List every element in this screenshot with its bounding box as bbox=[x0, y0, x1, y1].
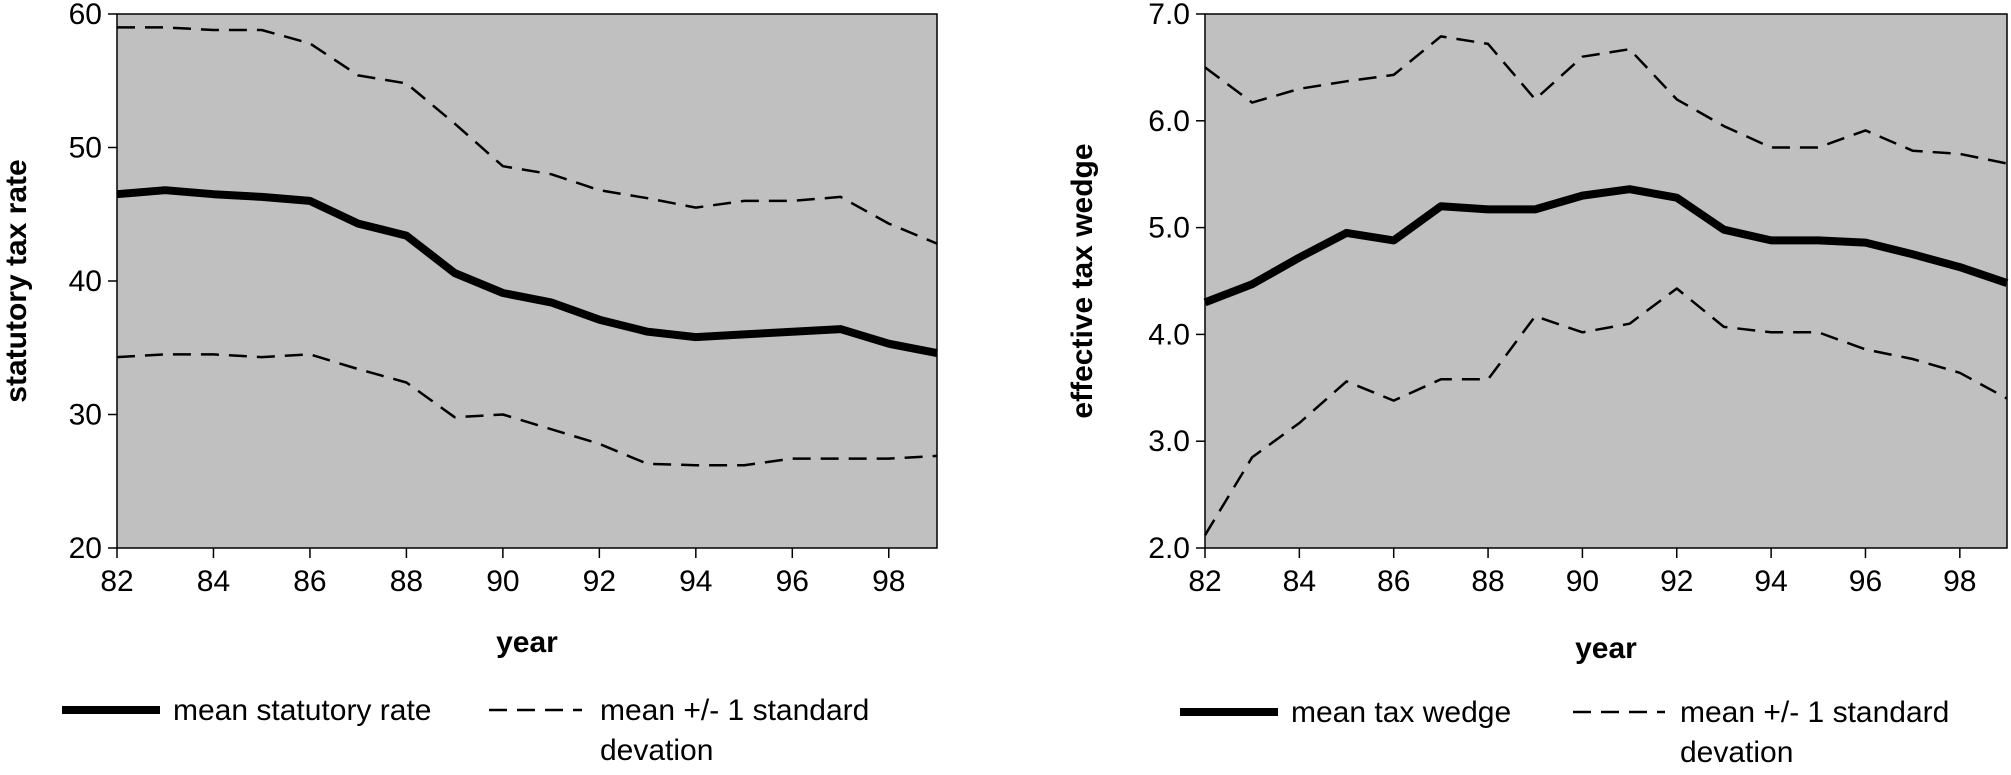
y-tick-label: 7.0 bbox=[1148, 0, 1190, 31]
series-line-mean bbox=[1203, 185, 2009, 307]
y-tick-label: 3.0 bbox=[1148, 425, 1190, 458]
y-tick-label: 60 bbox=[69, 0, 102, 31]
y-tick-label: 30 bbox=[69, 399, 102, 432]
series-line-upper-band bbox=[117, 26, 938, 245]
x-tick-label: 92 bbox=[583, 565, 616, 598]
x-tick-label: 94 bbox=[679, 565, 712, 598]
series-layer bbox=[1203, 35, 2009, 536]
legend-dashed-label-line2: devation bbox=[600, 734, 713, 767]
series-line-upper-band bbox=[1204, 35, 2008, 165]
x-tick-label: 90 bbox=[1566, 565, 1599, 598]
x-tick-label: 82 bbox=[100, 565, 133, 598]
x-tick-label: 96 bbox=[776, 565, 809, 598]
x-tick-label: 88 bbox=[390, 565, 423, 598]
x-tick-label: 86 bbox=[293, 565, 326, 598]
x-tick-label: 92 bbox=[1660, 565, 1693, 598]
legend: mean tax wedge mean +/- 1 standard devat… bbox=[1180, 696, 1949, 769]
chart-effective-tax-wedge: 82 84 86 88 90 92 94 96 98 2.0 3.0 4.0 5.0 6.0 7.0 yea… bbox=[1066, 0, 2009, 769]
plot-area bbox=[1205, 14, 2007, 548]
x-tick-label: 86 bbox=[1377, 565, 1410, 598]
ticks-layer: 82 84 86 88 90 92 94 96 98 20 30 40 50 60 bbox=[69, 0, 906, 598]
series-line-lower-band bbox=[1203, 287, 2008, 536]
x-tick-label: 96 bbox=[1849, 565, 1882, 598]
x-tick-label: 94 bbox=[1754, 565, 1787, 598]
y-tick-label: 20 bbox=[69, 532, 102, 565]
x-tick-label: 84 bbox=[1283, 565, 1316, 598]
series-line-mean bbox=[116, 186, 938, 358]
x-tick-label: 84 bbox=[197, 565, 230, 598]
chart-statutory-tax-rate: 82 84 86 88 90 92 94 96 98 20 30 40 50 60 year statut… bbox=[0, 0, 938, 767]
legend: mean statutory rate mean +/- 1 standard … bbox=[62, 694, 869, 767]
x-tick-label: 82 bbox=[1188, 565, 1221, 598]
series-layer bbox=[116, 26, 938, 467]
y-tick-label: 6.0 bbox=[1148, 105, 1190, 138]
y-tick-label: 50 bbox=[69, 132, 102, 165]
y-tick-label: 4.0 bbox=[1148, 318, 1190, 351]
y-tick-label: 2.0 bbox=[1148, 532, 1190, 565]
legend-dashed-label-line2: devation bbox=[1680, 736, 1793, 769]
legend-solid-label: mean statutory rate bbox=[173, 694, 431, 727]
y-axis-title: effective tax wedge bbox=[1066, 143, 1099, 418]
plot-frame bbox=[1204, 13, 2008, 549]
ticks-layer: 82 84 86 88 90 92 94 96 98 2.0 3.0 4.0 5.0 6.0 7.0 bbox=[1148, 0, 1976, 598]
legend-dashed-label-line1: mean +/- 1 standard bbox=[600, 694, 869, 727]
y-axis-title: statutory tax rate bbox=[0, 159, 33, 402]
x-tick-label: 88 bbox=[1471, 565, 1504, 598]
y-tick-label: 40 bbox=[69, 265, 102, 298]
x-axis-title: year bbox=[1575, 632, 1637, 665]
legend-dashed-label-line1: mean +/- 1 standard bbox=[1680, 696, 1949, 729]
series-line-lower-band bbox=[116, 353, 938, 467]
x-tick-label: 98 bbox=[1943, 565, 1976, 598]
y-tick-label: 5.0 bbox=[1148, 212, 1190, 245]
legend-solid-label: mean tax wedge bbox=[1291, 696, 1511, 729]
x-tick-label: 98 bbox=[872, 565, 905, 598]
x-tick-label: 90 bbox=[486, 565, 519, 598]
x-axis-title: year bbox=[496, 626, 558, 659]
plot-area bbox=[117, 14, 937, 548]
